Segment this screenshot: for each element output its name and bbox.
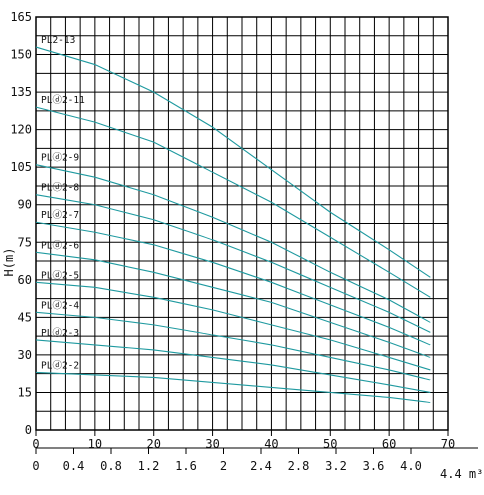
- x-secondary-tick-label: 2.8: [288, 459, 310, 473]
- x-tick-label: 20: [146, 437, 160, 451]
- x-axis-unit-label: 4.4 m³/h: [440, 467, 484, 481]
- series-line: [35, 164, 431, 323]
- x-secondary-tick-label: 1.6: [175, 459, 197, 473]
- series-label: PLⓓ2-8: [41, 183, 79, 194]
- x-secondary-tick-label: 3.6: [363, 459, 385, 473]
- y-tick-label: 45: [18, 310, 32, 324]
- x-secondary-tick-label: 4.0: [400, 459, 422, 473]
- tick-labels: 0 10 20 30 40 50 60 70 0 0.4 0.8 1.2 1.6 2 2.4 2.8 3.2 3.…: [10, 10, 455, 473]
- y-tick-label: 165: [10, 10, 32, 24]
- series-lines: [35, 46, 431, 404]
- series-line: [35, 221, 431, 346]
- x-secondary-tick-label: 0.8: [100, 459, 122, 473]
- series-label: PLⓓ2-3: [41, 328, 79, 339]
- series-label: PLⓓ2-2: [41, 360, 79, 371]
- y-tick-label: 15: [18, 385, 32, 399]
- y-tick-label: 60: [18, 273, 32, 287]
- x-secondary-tick-label: 0.4: [63, 459, 85, 473]
- x-tick-label: 70: [441, 437, 455, 451]
- axes: [35, 16, 478, 454]
- series-label: PLⓓ2-9: [41, 153, 79, 164]
- series-line: [35, 46, 431, 278]
- x-tick-label: 60: [382, 437, 396, 451]
- series-line: [35, 106, 431, 298]
- series-label: PLⓓ2-4: [41, 300, 79, 311]
- x-secondary-tick-label: 0: [32, 459, 39, 473]
- y-tick-label: 105: [10, 160, 32, 174]
- series-label: PLⓓ2-11: [41, 95, 85, 106]
- x-tick-label: 30: [205, 437, 219, 451]
- x-secondary-tick-label: 3.2: [325, 459, 347, 473]
- x-secondary-tick-label: 2.4: [250, 459, 272, 473]
- grid: [36, 17, 448, 430]
- y-tick-label: 150: [10, 48, 32, 62]
- series-line: [35, 371, 431, 404]
- y-tick-label: 0: [25, 423, 32, 437]
- y-tick-label: 75: [18, 235, 32, 249]
- y-tick-label: 90: [18, 198, 32, 212]
- series-label: PLⓓ2-7: [41, 210, 79, 221]
- plot-frame: [35, 16, 449, 431]
- y-tick-label: 30: [18, 348, 32, 362]
- y-tick-label: 135: [10, 85, 32, 99]
- series-line: [35, 194, 431, 333]
- x-secondary-tick-label: 1.2: [138, 459, 160, 473]
- series-label: PLⓓ2-6: [41, 240, 79, 251]
- x-tick-label: 10: [88, 437, 102, 451]
- x-secondary-tick-label: 2: [220, 459, 227, 473]
- series-line: [35, 311, 431, 381]
- y-tick-label: 120: [10, 123, 32, 137]
- series-line: [35, 339, 431, 393]
- x-tick-label: 40: [264, 437, 278, 451]
- series-labels: PL2-13 PLⓓ2-11 PLⓓ2-9 PLⓓ2-8 PLⓓ2-7 PLⓓ2-6 PLⓓ…: [41, 35, 85, 371]
- x-tick-label: 50: [323, 437, 337, 451]
- series-label: PL2-13: [41, 35, 75, 46]
- series-line: [35, 281, 431, 371]
- y-axis-label: H(m): [2, 248, 16, 277]
- x-tick-label: 0: [32, 437, 39, 451]
- series-line: [35, 251, 431, 358]
- series-label: PLⓓ2-5: [41, 270, 79, 281]
